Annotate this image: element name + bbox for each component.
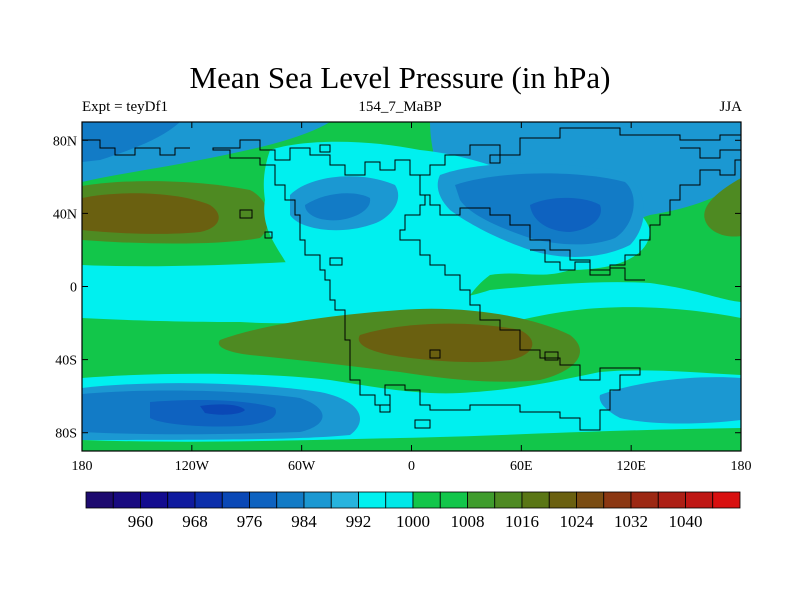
island-6 xyxy=(414,419,431,429)
x-tick-label: 120W xyxy=(175,459,210,474)
colorbar-swatch xyxy=(221,491,250,509)
x-tick-label: 60W xyxy=(288,459,316,474)
colorbar-swatch xyxy=(358,491,387,509)
colorbar-label: 960 xyxy=(128,512,154,531)
plot-title: Mean Sea Level Pressure (in hPa) xyxy=(189,60,611,95)
y-tick-label: 80S xyxy=(55,427,77,442)
colorbar-swatch xyxy=(439,491,468,509)
colorbar-swatch xyxy=(494,491,523,509)
island-3 xyxy=(329,257,343,266)
colorbar-label: 1000 xyxy=(396,512,430,531)
southern-high-core xyxy=(358,323,533,363)
colorbar-swatch xyxy=(685,491,714,509)
colorbar-label: 1016 xyxy=(505,512,539,531)
island-5 xyxy=(379,404,391,413)
colorbar-swatch xyxy=(276,491,305,509)
colorbar-swatch xyxy=(140,491,169,509)
colorbar-label: 1024 xyxy=(560,512,595,531)
experiment-label: Expt = teyDf1 xyxy=(82,99,168,115)
continent-outlines xyxy=(82,127,741,431)
y-tick-label: 40N xyxy=(53,207,77,222)
continent-low-deep xyxy=(305,193,371,221)
arctic-low-west-inner xyxy=(82,122,180,162)
southern-low-navy xyxy=(200,404,245,415)
coastline-north-america xyxy=(212,139,641,431)
island-1 xyxy=(239,209,253,219)
x-tick-label: 60E xyxy=(510,459,533,474)
equatorial-band xyxy=(82,262,741,325)
x-tick-label: 180 xyxy=(731,459,752,474)
island-2 xyxy=(264,231,273,239)
colorbar-swatch xyxy=(630,491,659,509)
y-axis: 80N 40N 0 40S 80S xyxy=(53,134,741,442)
colorbar: 960 968 976 984 992 1000 1008 1016 1024 1032 1040 xyxy=(85,491,741,531)
season-label: JJA xyxy=(719,99,742,115)
y-tick-label: 80N xyxy=(53,134,77,149)
x-tick-label: 120E xyxy=(616,459,646,474)
colorbar-swatch xyxy=(385,491,414,509)
colorbar-label: 1032 xyxy=(614,512,648,531)
x-tick-label: 180 xyxy=(72,459,93,474)
colorbar-swatch xyxy=(521,491,550,509)
colorbar-swatch xyxy=(330,491,359,509)
island-8 xyxy=(429,349,441,359)
colorbar-label: 1008 xyxy=(451,512,485,531)
colorbar-swatch xyxy=(167,491,196,509)
colorbar-label: 1040 xyxy=(669,512,703,531)
coastline-north-polar-east xyxy=(680,147,741,159)
pacific-high-west-core xyxy=(82,193,219,234)
x-tick-label: 0 xyxy=(408,459,415,474)
southern-low-east xyxy=(599,377,741,424)
colorbar-swatch xyxy=(249,491,278,509)
island-9 xyxy=(544,351,559,361)
island-7 xyxy=(319,144,331,153)
colorbar-label: 976 xyxy=(237,512,263,531)
colorbar-swatch xyxy=(603,491,632,509)
coastline-north-polar xyxy=(82,139,190,156)
colorbar-swatch xyxy=(712,491,741,509)
asia-low-deep xyxy=(530,197,601,232)
colorbar-swatch xyxy=(112,491,141,509)
colorbar-swatch xyxy=(576,491,605,509)
colorbar-swatch xyxy=(85,491,114,509)
period-label: 154_7_MaBP xyxy=(358,99,442,115)
pressure-field xyxy=(82,122,741,451)
pacific-high-east-outer xyxy=(704,178,741,237)
colorbar-swatch xyxy=(467,491,496,509)
x-axis: 180 120W 60W 0 60E 120E 180 xyxy=(72,122,752,474)
colorbar-swatch xyxy=(303,491,332,509)
colorbar-swatch xyxy=(412,491,441,509)
y-tick-label: 0 xyxy=(70,281,77,296)
colorbar-swatch xyxy=(657,491,686,509)
y-tick-label: 40S xyxy=(55,354,77,369)
coastline-eurasia xyxy=(419,127,741,271)
coastline-asia-south xyxy=(530,249,645,281)
colorbar-label: 992 xyxy=(346,512,372,531)
antarctic-green xyxy=(82,428,741,451)
colorbar-label: 984 xyxy=(291,512,317,531)
colorbar-swatch xyxy=(548,491,577,509)
colorbar-label: 968 xyxy=(182,512,208,531)
island-4 xyxy=(489,154,501,164)
colorbar-swatch xyxy=(194,491,223,509)
